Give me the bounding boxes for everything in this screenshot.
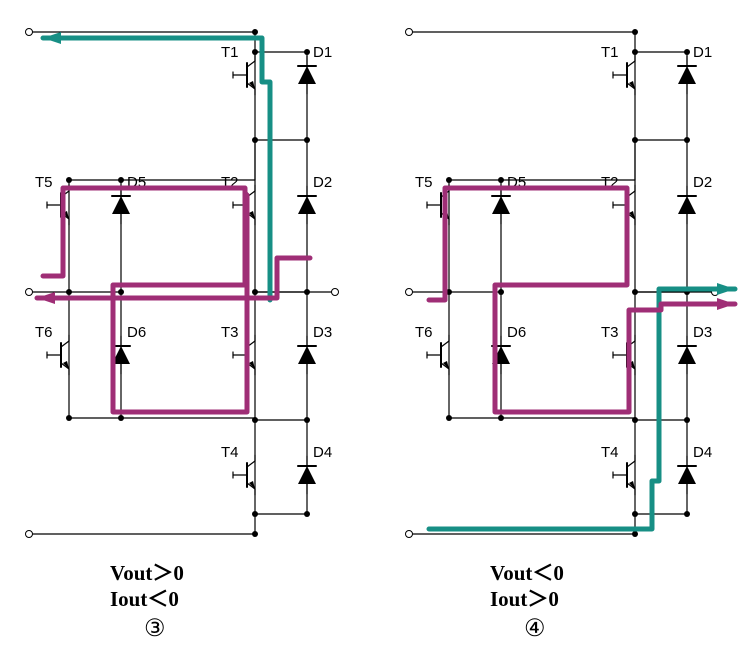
caption-left: Vout＞0Iout＜0 ③ <box>110 561 184 642</box>
svg-text:Iout＞0: Iout＞0 <box>490 587 559 611</box>
svg-text:Vout＞0: Vout＞0 <box>110 561 184 585</box>
svg-text:D4: D4 <box>693 444 712 461</box>
svg-text:T3: T3 <box>221 324 239 341</box>
svg-text:D1: D1 <box>313 44 332 61</box>
svg-text:T4: T4 <box>601 444 619 461</box>
svg-text:Vout＜0: Vout＜0 <box>490 561 564 585</box>
svg-text:T5: T5 <box>35 174 53 191</box>
svg-text:D6: D6 <box>507 324 526 341</box>
svg-text:③: ③ <box>144 616 166 642</box>
svg-text:T5: T5 <box>415 174 433 191</box>
svg-text:D4: D4 <box>313 444 332 461</box>
svg-text:D2: D2 <box>693 174 712 191</box>
svg-text:④: ④ <box>524 616 546 642</box>
svg-text:T1: T1 <box>601 44 619 61</box>
svg-text:D1: D1 <box>693 44 712 61</box>
svg-text:D3: D3 <box>693 324 712 341</box>
svg-text:T6: T6 <box>35 324 53 341</box>
svg-text:D6: D6 <box>127 324 146 341</box>
svg-text:T1: T1 <box>221 44 239 61</box>
diagram-canvas: T1D1T2D2T3D3T4D4T5D5T6D6Vout＞0Iout＜0③T1D… <box>0 0 745 663</box>
circuit-left: T1D1T2D2T3D3T4D4T5D5T6D6Vout＞0Iout＜0③ <box>26 29 339 643</box>
circuit-right: T1D1T2D2T3D3T4D4T5D5T6D6Vout＜0Iout＞0④ <box>406 29 736 643</box>
svg-text:T3: T3 <box>601 324 619 341</box>
svg-text:D3: D3 <box>313 324 332 341</box>
circuit-svg: T1D1T2D2T3D3T4D4T5D5T6D6Vout＞0Iout＜0③T1D… <box>0 0 745 663</box>
svg-text:Iout＜0: Iout＜0 <box>110 587 179 611</box>
svg-text:T4: T4 <box>221 444 239 461</box>
svg-text:D2: D2 <box>313 174 332 191</box>
caption-right: Vout＜0Iout＞0 ④ <box>490 561 564 642</box>
svg-text:T6: T6 <box>415 324 433 341</box>
